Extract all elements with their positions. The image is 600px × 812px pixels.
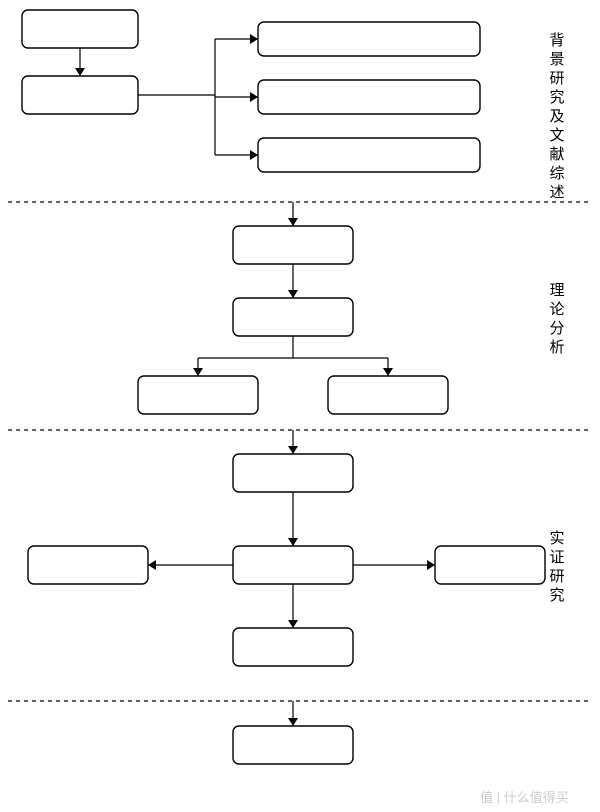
section-label: 理论分析 [548,282,565,358]
section-dividers [8,202,592,701]
arrowhead-icon [193,368,203,376]
flowchart-diagram: 背景研究及文献综述理论分析实证研究 值 | 什么值得买 [0,0,600,812]
arrowhead-icon [427,560,435,570]
flowchart-node [233,726,353,764]
flowchart-node [138,376,258,414]
flowchart-node [258,22,480,56]
arrowhead-icon [288,446,298,454]
arrowhead-icon [75,68,85,76]
arrowhead-icon [288,620,298,628]
flowchart-node [328,376,448,414]
flowchart-node [22,10,138,48]
watermark-text: 值 | 什么值得买 [480,790,569,805]
arrowhead-icon [250,150,258,160]
flowchart-node [28,546,148,584]
flowchart-nodes [22,10,545,764]
arrowhead-icon [288,718,298,726]
arrowhead-icon [148,560,156,570]
arrowhead-icon [250,92,258,102]
flowchart-node [258,80,480,114]
flowchart-node [233,628,353,666]
arrowhead-icon [288,538,298,546]
flowchart-node [233,454,353,492]
flowchart-node [233,226,353,264]
flowchart-node [22,76,138,114]
section-label: 实证研究 [548,530,565,606]
flowchart-node [435,546,545,584]
arrowhead-icon [250,34,258,44]
section-label: 背景研究及文献综述 [548,32,565,203]
arrowhead-icon [383,368,393,376]
section-labels: 背景研究及文献综述理论分析实证研究 [548,32,565,606]
flowchart-node [233,546,353,584]
flowchart-node [258,138,480,172]
arrowhead-icon [288,290,298,298]
flowchart-node [233,298,353,336]
arrowhead-icon [288,218,298,226]
watermark: 值 | 什么值得买 [480,790,569,805]
